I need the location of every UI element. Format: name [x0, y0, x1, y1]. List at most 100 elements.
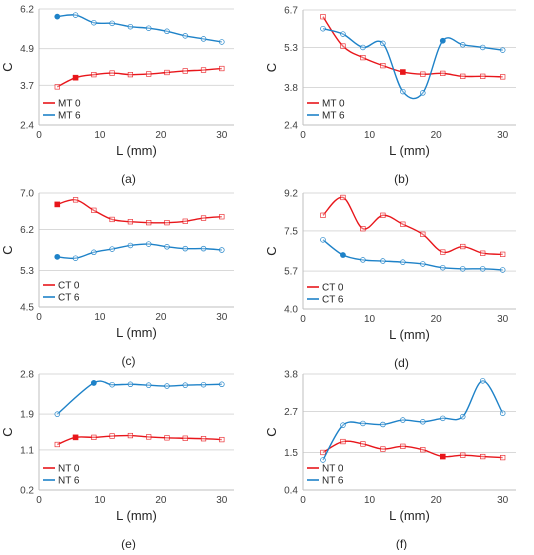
data-point [54, 84, 60, 90]
data-point [109, 216, 115, 223]
data-point [127, 381, 134, 388]
x-tick-label: 10 [94, 495, 106, 506]
data-point [400, 69, 406, 75]
y-axis-label: C [0, 62, 15, 71]
panel-label: (c) [122, 354, 136, 368]
y-tick-label: 2.8 [20, 370, 34, 381]
y-tick-label: 2.7 [284, 407, 298, 418]
data-point [440, 415, 446, 422]
data-point [164, 435, 170, 441]
data-point [480, 250, 486, 256]
data-point [72, 434, 79, 441]
x-tick-label: 0 [300, 130, 306, 141]
data-point [219, 214, 225, 220]
x-tick-label: 0 [36, 495, 42, 506]
panel-label: (a) [121, 172, 136, 186]
data-point [420, 419, 426, 425]
data-point [400, 259, 406, 265]
chart-panel-4: 4.0 5.7 7.5 9.2 0 10 20 30 L (mm) C (d) CT 0CT 6 [264, 189, 516, 370]
y-tick-label: 0.2 [20, 486, 34, 497]
x-tick-label: 30 [216, 130, 228, 141]
legend-label: MT 0 [322, 99, 345, 110]
data-point [420, 90, 426, 96]
data-point [145, 25, 152, 31]
data-point [380, 63, 386, 69]
x-tick-label: 0 [36, 312, 42, 323]
x-tick-label: 10 [364, 314, 376, 325]
series-line [56, 380, 222, 415]
data-point [340, 422, 346, 428]
x-tick-label: 0 [300, 495, 306, 506]
legend-label: NT 0 [322, 464, 344, 475]
data-point [182, 68, 188, 74]
y-tick-label: 4.9 [20, 44, 34, 55]
data-point [479, 44, 486, 51]
data-point [460, 42, 466, 48]
series-line [57, 14, 222, 43]
data-point [72, 197, 79, 203]
x-tick-label: 10 [364, 495, 376, 506]
y-tick-label: 4.5 [20, 303, 34, 314]
y-tick-label: 1.5 [284, 448, 298, 459]
x-axis-label: L (mm) [389, 143, 430, 158]
x-tick-label: 20 [431, 495, 443, 506]
data-point [380, 40, 386, 47]
series-line [57, 434, 222, 446]
data-point [360, 226, 366, 232]
y-tick-label: 6.2 [20, 5, 34, 16]
y-tick-label: 7.0 [20, 189, 34, 200]
x-tick-label: 30 [216, 312, 228, 323]
data-point [439, 37, 446, 44]
legend-label: CT 6 [322, 295, 344, 306]
data-point [380, 258, 386, 264]
data-point [480, 73, 486, 79]
x-axis-label: L (mm) [116, 325, 157, 340]
data-point [72, 74, 79, 81]
data-point [380, 212, 386, 218]
data-point [200, 67, 207, 73]
data-point [340, 31, 346, 37]
data-point [360, 420, 366, 427]
data-point [127, 432, 134, 439]
data-point [200, 245, 207, 252]
x-tick-label: 10 [94, 130, 106, 141]
legend-label: MT 6 [58, 111, 81, 122]
y-tick-label: 5.3 [284, 43, 298, 54]
legend-label: NT 0 [58, 464, 80, 475]
data-point [320, 237, 326, 243]
data-point [460, 452, 466, 458]
data-point [72, 12, 79, 18]
data-point [219, 381, 225, 388]
data-point [146, 71, 152, 77]
data-point [320, 457, 326, 463]
data-point [146, 434, 152, 440]
data-point [400, 417, 406, 423]
series-line [322, 16, 503, 78]
data-point [440, 70, 446, 76]
data-point [91, 207, 97, 213]
panel-label: (e) [121, 537, 136, 550]
data-point [164, 244, 170, 250]
data-point [72, 255, 79, 261]
data-point [90, 380, 97, 386]
data-point [340, 194, 346, 201]
data-point [480, 453, 486, 460]
x-tick-label: 20 [155, 312, 167, 323]
data-point [182, 245, 189, 252]
y-axis-label: C [0, 427, 15, 436]
data-point [439, 453, 446, 460]
data-point [380, 446, 386, 452]
data-point [360, 55, 366, 61]
y-axis-label: C [264, 427, 279, 436]
data-point [91, 434, 97, 440]
x-tick-label: 20 [431, 314, 443, 325]
data-point [200, 36, 207, 42]
data-point [340, 43, 346, 49]
series-line [56, 67, 222, 88]
data-point [500, 251, 506, 257]
data-point [54, 201, 61, 208]
data-point [182, 382, 189, 388]
y-tick-label: 0.4 [284, 486, 298, 497]
data-point [460, 73, 466, 79]
